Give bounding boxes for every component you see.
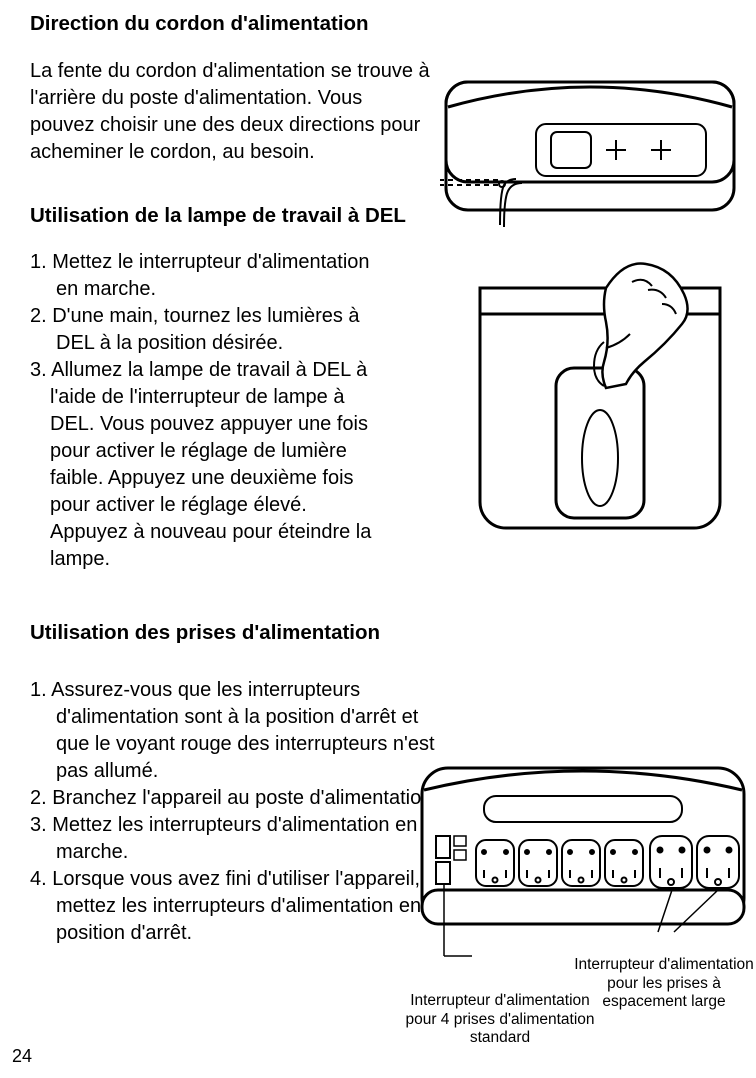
step-led-3: 3. Allumez la lampe de travail à DEL à l… [30, 357, 385, 573]
heading-outlets: Utilisation des prises d'alimentation [30, 619, 756, 647]
para-power-cord: La fente du cordon d'alimentation se tro… [30, 58, 430, 166]
step-led-2: 2. D'une main, tournez les lumières à DE… [30, 303, 385, 357]
figure-cord-direction [436, 52, 744, 238]
callout-4-outlets: Interrupteur d'alimentation pour 4 prise… [400, 992, 600, 1048]
step-outlet-2: 2. Branchez l'appareil au poste d'alimen… [30, 785, 450, 812]
step-outlet-4: 4. Lorsque vous avez fini d'utiliser l'a… [30, 866, 450, 947]
step-outlet-3: 3. Mettez les interrupteurs d'alimentati… [30, 812, 450, 866]
callout-wide-outlets: Interrupteur d'alimentation pour les pri… [574, 956, 754, 1012]
step-led-1: 1. Mettez le interrupteur d'alimentation… [30, 249, 385, 303]
figure-led-hand [456, 258, 744, 554]
figure-power-station [414, 740, 752, 978]
heading-power-cord: Direction du cordon d'alimentation [30, 10, 756, 38]
page-number: 24 [12, 1044, 32, 1068]
step-outlet-1: 1. Assurez-vous que les interrupteurs d'… [30, 677, 450, 785]
